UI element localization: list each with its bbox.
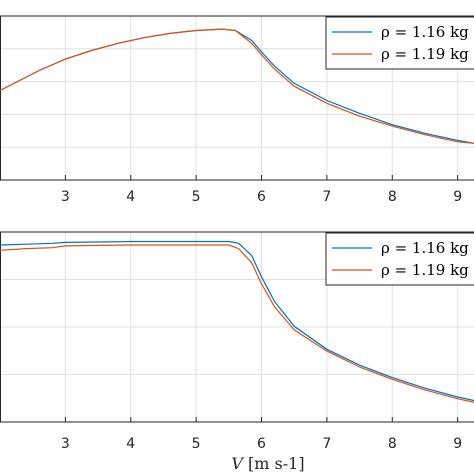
series-line	[0, 28, 474, 144]
x-tick-label: 9	[453, 436, 462, 452]
legend-box	[325, 232, 474, 286]
x-tick-label: 9	[453, 189, 462, 205]
legend-label: ρ = 1.16 kg	[381, 23, 469, 41]
x-tick-label: 7	[322, 189, 331, 205]
legend-label: ρ = 1.19 kg	[381, 45, 469, 63]
x-tick-label: 5	[192, 189, 201, 205]
x-tick-label: 5	[192, 436, 201, 452]
series-line	[0, 244, 474, 403]
x-tick-label: 6	[257, 189, 266, 205]
x-tick-label: 8	[388, 436, 397, 452]
bottom-panel: 3 4 5 6 7 8 9 ρ = 1.16 kg ρ = 1.19 kg	[0, 231, 474, 452]
x-axis-variable: V	[231, 454, 248, 473]
top-panel: 3 4 5 6 7 8 9 ρ = 1.16 kg ρ = 1.19 kg	[0, 15, 474, 205]
legend-label: ρ = 1.19 kg	[381, 261, 469, 279]
series-line	[0, 240, 474, 402]
x-axis-unit: [m s-1]	[248, 454, 305, 473]
x-tick-label: 4	[126, 436, 135, 452]
x-axis-label: V [m s-1]	[231, 454, 304, 473]
legend-label: ρ = 1.16 kg	[381, 239, 469, 257]
x-tick-label: 8	[388, 189, 397, 205]
x-tick-label: 3	[61, 189, 70, 205]
x-tick-label: 7	[322, 436, 331, 452]
x-tick-label: 4	[126, 189, 135, 205]
legend-box	[325, 16, 474, 70]
x-tick-label: 3	[61, 436, 70, 452]
x-tick-label: 6	[257, 436, 266, 452]
